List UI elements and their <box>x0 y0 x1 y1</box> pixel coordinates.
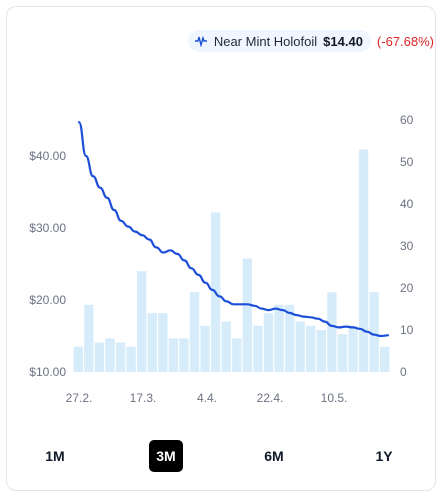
volume-bar <box>263 313 274 372</box>
price-chart: $10.00 $20.00 $30.00 $40.00 0 10 20 30 40 50 60 27.… <box>29 113 414 405</box>
volume-bar <box>137 271 147 372</box>
volume-tick-label: 50 <box>400 155 414 169</box>
volume-bar <box>274 304 284 372</box>
volume-bar <box>242 258 253 372</box>
price-tick-label: $30.00 <box>29 221 66 235</box>
volume-bar <box>105 338 115 372</box>
volume-tick-label: 40 <box>400 197 414 211</box>
volume-tick-label: 0 <box>400 365 407 379</box>
volume-tick-label: 10 <box>400 323 414 337</box>
chart-legend: Near Mint Holofoil $14.40 (-67.68%) <box>187 30 434 52</box>
volume-bar <box>284 304 295 372</box>
volume-bar <box>115 342 126 372</box>
date-tick-label: 22.4. <box>257 391 284 405</box>
volume-bar <box>232 338 242 372</box>
volume-bar <box>168 338 179 372</box>
volume-bar <box>84 304 94 372</box>
date-tick-label: 10.5. <box>321 391 348 405</box>
range-3m-button[interactable]: 3M <box>149 440 183 472</box>
price-line <box>77 121 390 338</box>
volume-bar <box>358 149 369 372</box>
volume-bar <box>179 338 189 372</box>
volume-bar <box>147 313 157 372</box>
volume-bar <box>189 292 200 372</box>
volume-bar <box>380 346 390 372</box>
volume-tick-label: 20 <box>400 281 414 295</box>
volume-bar <box>348 325 358 372</box>
range-6m-button[interactable]: 6M <box>264 448 284 464</box>
current-price: $14.40 <box>323 33 363 49</box>
volume-bar <box>73 346 83 372</box>
volume-bar <box>306 325 316 372</box>
range-selector: 1M 3M 6M 1Y <box>0 440 444 474</box>
range-1y-button[interactable]: 1Y <box>375 448 393 464</box>
price-change: (-67.68%) <box>376 33 434 49</box>
volume-bar <box>253 325 263 372</box>
date-tick-label: 17.3. <box>130 391 157 405</box>
volume-bar <box>94 342 105 372</box>
volume-bar <box>200 325 210 372</box>
date-tick-label: 4.4. <box>197 391 217 405</box>
volume-bar <box>327 292 337 372</box>
volume-bar <box>126 346 136 372</box>
series-name: Near Mint Holofoil <box>213 33 318 49</box>
date-tick-label: 27.2. <box>66 391 93 405</box>
series-pill[interactable]: Near Mint Holofoil $14.40 <box>187 30 371 52</box>
volume-bar <box>158 313 168 372</box>
range-1m-button[interactable]: 1M <box>45 448 65 464</box>
price-tick-label: $10.00 <box>29 365 66 379</box>
volume-bar <box>221 321 231 372</box>
price-tick-label: $20.00 <box>29 293 66 307</box>
volume-tick-label: 60 <box>400 113 414 127</box>
volume-tick-label: 30 <box>400 239 414 253</box>
price-tick-label: $40.00 <box>29 149 66 163</box>
volume-bar <box>316 330 326 372</box>
volume-bar <box>369 292 379 372</box>
price-chart-icon <box>194 35 207 47</box>
volume-bar <box>337 334 348 372</box>
volume-bar <box>295 321 305 372</box>
